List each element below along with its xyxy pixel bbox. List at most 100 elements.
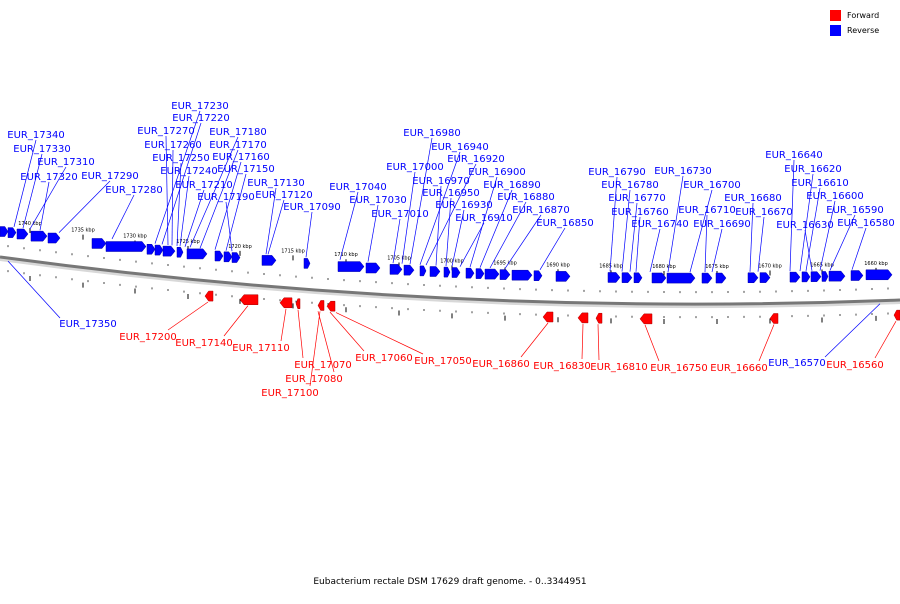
legend: Forward Reverse <box>830 8 892 38</box>
reverse-gene-leader <box>749 202 754 272</box>
reverse-gene-leader <box>184 189 205 247</box>
gene-label-eur-16700: EUR_16700 <box>683 180 740 191</box>
kbp-tick-label: 1680 kbp <box>652 264 676 270</box>
reverse-gene-arrow <box>47 232 61 244</box>
reverse-gene-leader <box>704 214 708 273</box>
kbp-tick-label: 1710 kbp <box>334 252 358 258</box>
gene-label-eur-17220: EUR_17220 <box>172 113 229 124</box>
gene-label-eur-16580: EUR_16580 <box>837 218 894 229</box>
gene-label-eur-16870: EUR_16870 <box>512 205 569 216</box>
gene-label-eur-17210: EUR_17210 <box>175 180 232 191</box>
reverse-gene-arrow <box>651 272 667 284</box>
gene-label-eur-17330: EUR_17330 <box>13 144 70 155</box>
forward-gene-leader <box>329 311 365 352</box>
gene-label-eur-16790: EUR_16790 <box>588 167 645 178</box>
reverse-gene-leader <box>649 228 661 272</box>
reverse-gene-leader <box>161 122 202 245</box>
gene-label-eur-17200: EUR_17200 <box>119 332 176 343</box>
gene-label-eur-16770: EUR_16770 <box>608 193 665 204</box>
reverse-gene-arrow <box>91 238 107 249</box>
gene-label-eur-17160: EUR_17160 <box>212 152 269 163</box>
gene-label-eur-17110: EUR_17110 <box>232 343 289 354</box>
gene-label-eur-16570: EUR_16570 <box>768 358 825 369</box>
gene-label-eur-17270: EUR_17270 <box>137 126 194 137</box>
reverse-gene-leader <box>165 135 169 246</box>
gene-label-eur-16630: EUR_16630 <box>776 220 833 231</box>
reverse-gene-arrow <box>0 226 9 237</box>
forward-swatch <box>830 10 841 21</box>
legend-forward-label: Forward <box>847 11 880 20</box>
kbp-tick-label: 1705 kbp <box>387 256 411 262</box>
reverse-gene-arrow <box>666 272 696 284</box>
reverse-gene-leader <box>425 163 477 266</box>
gene-label-eur-16930: EUR_16930 <box>435 200 492 211</box>
forward-gene-arrow <box>893 309 900 321</box>
kbp-tick-label: 1720 kbp <box>228 244 252 250</box>
forward-gene-arrow <box>769 313 779 324</box>
reverse-gene-leader <box>179 175 190 247</box>
kbp-tick-label: 1725 kbp <box>176 239 200 245</box>
reverse-gene-leader <box>225 201 233 252</box>
gene-label-eur-17240: EUR_17240 <box>160 166 217 177</box>
gene-label-eur-16560: EUR_16560 <box>826 360 883 371</box>
kbp-tick-label: 1670 kbp <box>758 264 782 270</box>
reverse-gene-leader <box>667 175 684 273</box>
kbp-tick-label: 1695 kbp <box>493 261 517 267</box>
reverse-gene-leader <box>13 139 37 227</box>
reverse-gene-leader <box>435 185 442 266</box>
reverse-gene-leader <box>171 149 174 246</box>
kbp-tick-label: 1730 kbp <box>123 234 147 240</box>
reverse-gene-arrow <box>607 272 621 283</box>
gene-label-eur-16740: EUR_16740 <box>631 219 688 230</box>
gene-label-eur-16620: EUR_16620 <box>784 164 841 175</box>
gene-label-eur-16850: EUR_16850 <box>536 218 593 229</box>
gene-label-eur-17290: EUR_17290 <box>81 171 138 182</box>
forward-gene-leader <box>581 323 584 360</box>
reverse-gene-arrow <box>186 248 208 260</box>
forward-gene-leader <box>317 311 335 373</box>
gene-label-eur-16980: EUR_16980 <box>403 128 460 139</box>
reverse-gene-arrow <box>555 271 571 282</box>
gene-label-eur-16780: EUR_16780 <box>601 180 658 191</box>
reverse-gene-arrow <box>303 258 311 269</box>
reverse-gene-arrow <box>389 264 403 275</box>
genome-backbone <box>0 255 900 306</box>
gene-label-eur-17100: EUR_17100 <box>261 388 318 399</box>
gene-label-eur-16940: EUR_16940 <box>431 142 488 153</box>
gene-label-eur-17280: EUR_17280 <box>105 185 162 196</box>
reverse-gene-arrow <box>475 268 485 279</box>
gene-label-eur-17170: EUR_17170 <box>209 140 266 151</box>
forward-gene-arrow <box>639 313 653 325</box>
kbp-tick-label: 1675 kbp <box>705 264 729 270</box>
gene-label-eur-17050: EUR_17050 <box>414 356 471 367</box>
gene-label-eur-16970: EUR_16970 <box>412 176 469 187</box>
reverse-gene-leader <box>29 166 67 230</box>
reverse-gene-leader <box>621 189 631 272</box>
reverse-gene-leader <box>189 136 239 248</box>
legend-forward: Forward <box>830 8 892 23</box>
reverse-gene-arrow <box>176 246 184 258</box>
gene-label-eur-17010: EUR_17010 <box>371 209 428 220</box>
reverse-gene-leader <box>829 214 856 271</box>
reverse-gene-leader <box>819 200 836 271</box>
backbone-shadow <box>0 257 900 309</box>
map-caption: Eubacterium rectale DSM 17629 draft geno… <box>313 577 587 587</box>
reverse-gene-arrow <box>7 227 17 238</box>
reverse-gene-leader <box>58 180 111 233</box>
reverse-gene-arrow <box>810 271 822 282</box>
gene-label-eur-16920: EUR_16920 <box>447 154 504 165</box>
gene-label-eur-16670: EUR_16670 <box>735 207 792 218</box>
gene-label-eur-16750: EUR_16750 <box>650 363 707 374</box>
reverse-swatch <box>830 25 841 36</box>
gene-label-eur-17140: EUR_17140 <box>175 338 232 349</box>
reverse-gene-leader <box>451 209 465 267</box>
gene-label-eur-16640: EUR_16640 <box>765 150 822 161</box>
reverse-gene-leader <box>635 216 641 272</box>
gene-label-eur-17150: EUR_17150 <box>217 164 274 175</box>
reverse-gene-leader <box>392 218 401 264</box>
reverse-gene-leader <box>459 222 485 267</box>
legend-reverse-label: Reverse <box>847 26 880 35</box>
reverse-gene-leader <box>305 211 313 258</box>
forward-gene-leader <box>758 324 775 362</box>
